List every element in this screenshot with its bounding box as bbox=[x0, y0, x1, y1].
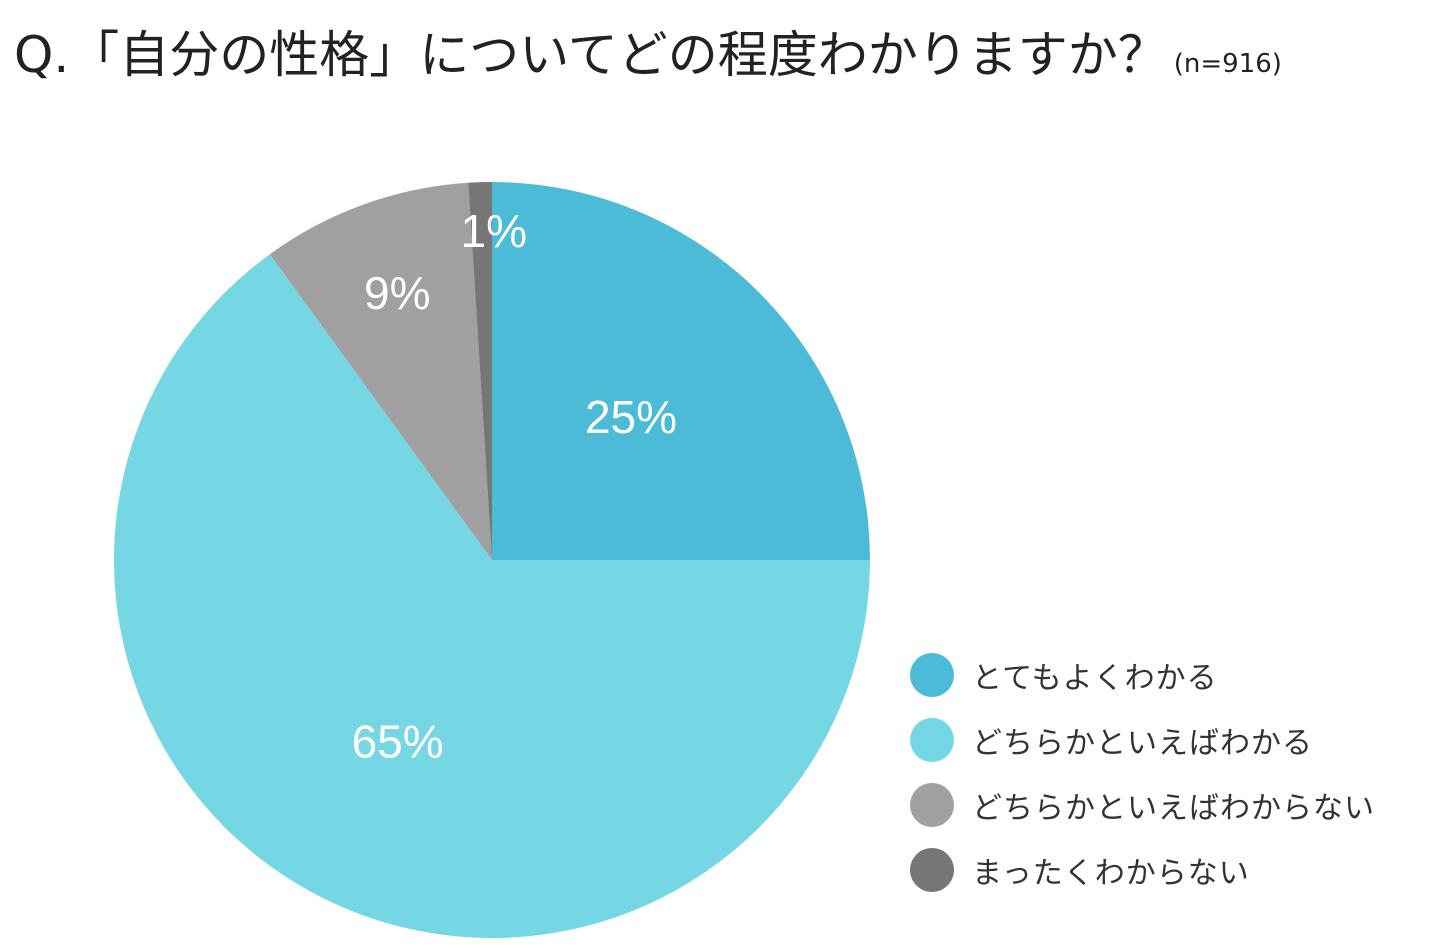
legend-label: どちらかといえばわかる bbox=[972, 725, 1313, 761]
legend-item: まったくわからない bbox=[910, 837, 1430, 902]
pie-slice bbox=[269, 182, 492, 560]
sample-size: (n=916) bbox=[1173, 49, 1282, 79]
pie-slice-labels: 25% 65% 9% 1% bbox=[352, 205, 677, 767]
slice-label: 25% bbox=[585, 391, 677, 443]
pie-slices bbox=[114, 182, 871, 938]
pie-slice bbox=[468, 182, 492, 560]
chart-title: Q.「自分の性格」についてどの程度わかりますか？ (n=916) bbox=[14, 24, 1434, 95]
slice-label: 65% bbox=[352, 715, 444, 767]
legend-swatch bbox=[910, 717, 954, 762]
legend-swatch bbox=[910, 847, 954, 892]
slice-label: 1% bbox=[461, 205, 527, 257]
legend-label: どちらかといえばわからない bbox=[972, 790, 1375, 826]
legend-label: とてもよくわかる bbox=[972, 660, 1218, 696]
legend-swatch bbox=[910, 782, 954, 827]
pie-slice bbox=[114, 254, 871, 938]
chart-legend: とてもよくわかる どちらかといえばわかる どちらかといえばわからない まったくわ… bbox=[910, 642, 1430, 902]
legend-item: どちらかといえばわかる bbox=[910, 707, 1430, 772]
pie-slice bbox=[492, 182, 870, 560]
legend-item: とてもよくわかる bbox=[910, 642, 1430, 707]
legend-swatch bbox=[910, 652, 954, 697]
legend-item: どちらかといえばわからない bbox=[910, 772, 1430, 837]
legend-label: まったくわからない bbox=[972, 855, 1250, 891]
slice-label: 9% bbox=[364, 267, 430, 319]
chart-title-text: Q.「自分の性格」についてどの程度わかりますか？ bbox=[14, 26, 1168, 84]
